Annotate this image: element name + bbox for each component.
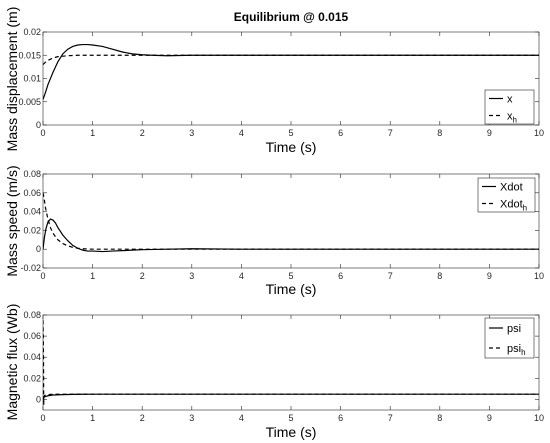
legend-label-main: psi <box>507 343 521 355</box>
y-axis-label: Mass displacement (m) <box>4 7 20 152</box>
y-tick-label: 0.005 <box>18 97 41 107</box>
x-tick-label: 1 <box>90 413 95 423</box>
x-tick-label: 10 <box>534 413 544 423</box>
x-tick-label: 5 <box>288 128 293 138</box>
plot-area <box>42 314 540 411</box>
y-tick-label: 0.015 <box>18 50 41 60</box>
y-tick-label: 0.02 <box>23 225 41 235</box>
series-line-xdot-h <box>43 192 539 250</box>
y-axis-label: Magnetic flux (Wb) <box>4 304 20 421</box>
legend-label: Xdot <box>500 182 523 194</box>
legend-label-main: Xdot <box>500 182 523 194</box>
x-axis-label: Time (s) <box>266 424 317 440</box>
chart-title: Equilibrium @ 0.015 <box>234 10 349 24</box>
legend-label: Xdoth <box>500 199 527 213</box>
x-tick-label: 7 <box>388 271 393 281</box>
x-tick-label: 5 <box>288 271 293 281</box>
x-tick-label: 0 <box>40 413 45 423</box>
legend-box <box>484 317 535 359</box>
x-tick-label: 2 <box>140 128 145 138</box>
legend-label: psih <box>507 343 526 357</box>
x-tick-label: 9 <box>487 271 492 281</box>
x-tick-label: 8 <box>437 128 442 138</box>
x-tick-label: 4 <box>239 128 244 138</box>
x-tick-label: 3 <box>189 413 194 423</box>
y-tick-label: 0 <box>36 244 41 254</box>
y-tick-label: 0.04 <box>23 207 41 217</box>
y-tick-label: 0 <box>36 394 41 404</box>
legend-label-main: psi <box>507 323 521 335</box>
y-tick-label: 0.01 <box>23 74 41 84</box>
y-tick-label: -0.02 <box>20 263 41 273</box>
x-tick-label: 5 <box>288 413 293 423</box>
x-tick-label: 4 <box>239 271 244 281</box>
x-tick-label: 9 <box>487 128 492 138</box>
x-tick-label: 0 <box>40 128 45 138</box>
legend-label-main: Xdot <box>500 199 523 211</box>
x-tick-label: 6 <box>338 271 343 281</box>
y-tick-label: 0.06 <box>23 188 41 198</box>
subplot-1: 0 1 2 3 4 5 6 7 8 9 10 0 0.005 0.01 0.015 0.02 Time (s) M… <box>4 7 544 155</box>
series-line-x <box>43 43 539 100</box>
x-tick-label: 8 <box>437 271 442 281</box>
y-tick-label: 0.06 <box>23 331 41 341</box>
x-tick-label: 10 <box>534 128 544 138</box>
x-tick-label: 0 <box>40 271 45 281</box>
legend-label: xh <box>507 111 517 125</box>
plot-area <box>42 31 540 126</box>
legend-label-main: x <box>507 94 513 106</box>
series-line-x-h <box>43 54 539 65</box>
x-tick-label: 4 <box>239 413 244 423</box>
legend-label-subscript: h <box>513 116 517 125</box>
y-tick-label: 0.08 <box>23 310 41 320</box>
legend-box <box>477 177 536 213</box>
y-tick-label: 0 <box>36 120 41 130</box>
y-tick-label: 0.08 <box>23 169 41 179</box>
x-tick-label: 10 <box>534 271 544 281</box>
x-tick-label: 8 <box>437 413 442 423</box>
legend-label: psi <box>507 323 521 335</box>
x-axis-label: Time (s) <box>266 281 317 297</box>
y-tick-label: 0.02 <box>23 27 41 37</box>
x-tick-label: 1 <box>90 271 95 281</box>
legend-label-subscript: h <box>521 348 525 357</box>
x-tick-label: 7 <box>388 413 393 423</box>
x-tick-label: 9 <box>487 413 492 423</box>
subplot-3: 0 1 2 3 4 5 6 7 8 9 10 0 0.02 0.04 0.06 0.08 Time (s) Mag… <box>4 304 544 440</box>
x-tick-label: 6 <box>338 128 343 138</box>
plot-area <box>42 173 540 269</box>
legend-box <box>484 89 535 125</box>
legend: xxh <box>484 89 535 125</box>
legend-label: x <box>507 94 513 106</box>
y-tick-label: 0.02 <box>23 373 41 383</box>
legend-label-subscript: h <box>523 204 527 213</box>
y-axis-label: Mass speed (m/s) <box>4 165 20 276</box>
x-tick-label: 1 <box>90 128 95 138</box>
series-line-psi <box>43 393 539 398</box>
x-tick-label: 3 <box>189 128 194 138</box>
x-tick-label: 7 <box>388 128 393 138</box>
y-tick-label: 0.04 <box>23 352 41 362</box>
x-tick-label: 6 <box>338 413 343 423</box>
x-axis-label: Time (s) <box>266 139 317 155</box>
x-tick-label: 2 <box>140 271 145 281</box>
x-tick-label: 3 <box>189 271 194 281</box>
x-tick-label: 2 <box>140 413 145 423</box>
legend-label-main: x <box>507 111 513 123</box>
